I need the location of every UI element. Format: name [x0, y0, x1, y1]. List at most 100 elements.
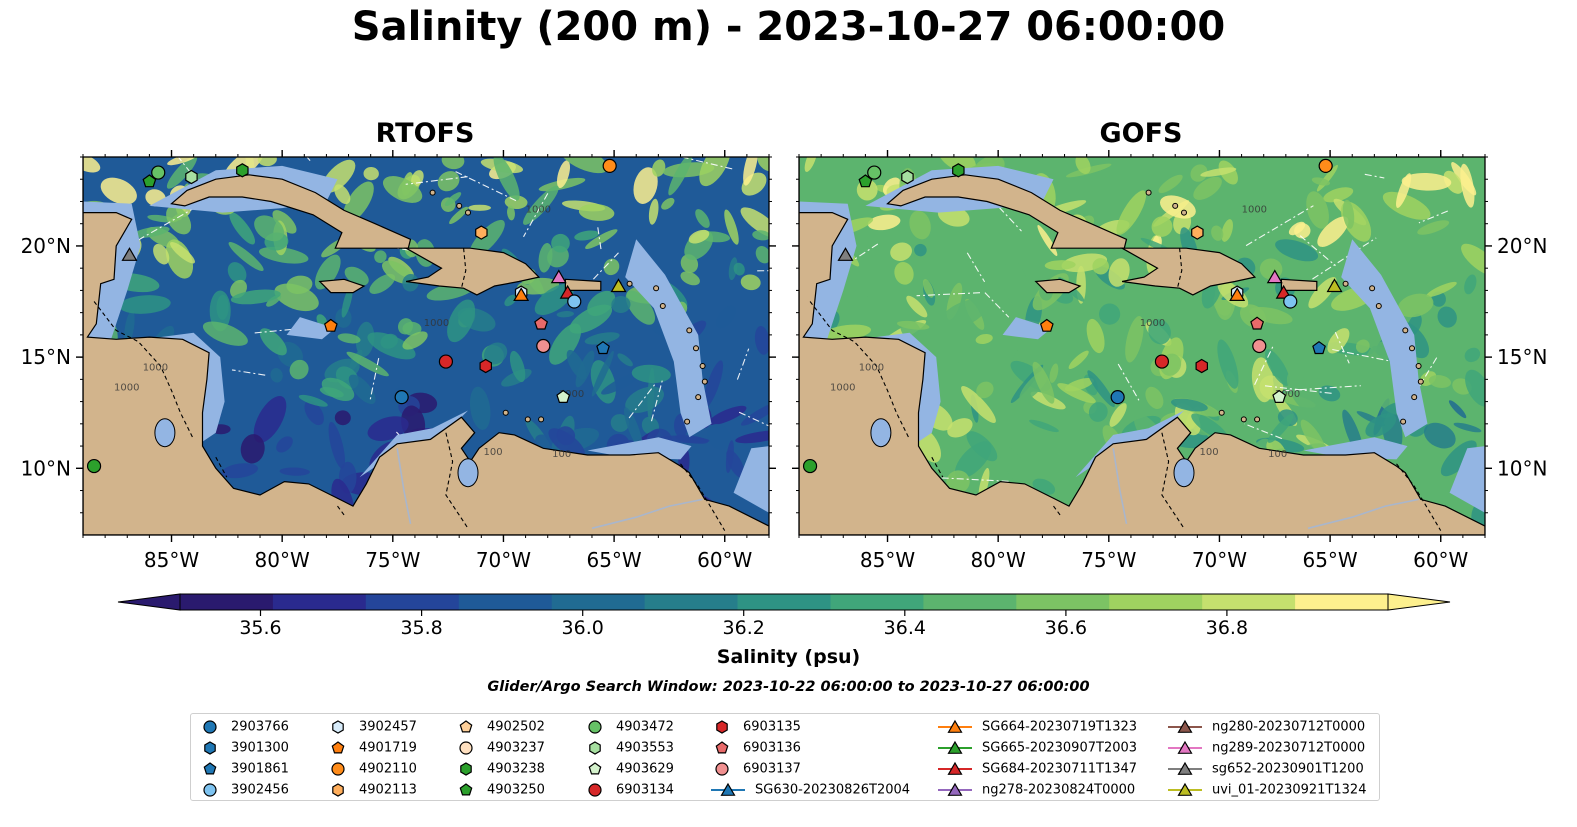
- salinity-patch: [355, 321, 375, 357]
- salinity-patch: [1068, 350, 1089, 370]
- panel-title-gofs: GOFS: [1099, 118, 1183, 149]
- eez-boundary: [369, 357, 380, 402]
- lake: [1173, 458, 1195, 488]
- legend-item: 3901861: [199, 760, 289, 778]
- country-border: [1053, 505, 1061, 516]
- legend-item: ng278-20230824T0000: [938, 781, 1135, 799]
- legend-marker: [588, 720, 602, 734]
- legend-marker: [711, 782, 745, 796]
- lon-tick-label: 65°W: [586, 548, 641, 572]
- shelf-region: [587, 437, 692, 460]
- observation-marker: [323, 318, 338, 332]
- salinity-patch: [1221, 219, 1233, 242]
- legend-symbol: [588, 783, 602, 797]
- salinity-patch: [909, 210, 931, 240]
- eez-boundary: [306, 157, 311, 161]
- eez-boundary: [966, 252, 986, 283]
- salinity-patch: [1461, 243, 1485, 276]
- salinity-patch: [610, 414, 630, 432]
- salinity-patch: [1397, 293, 1434, 318]
- salinity-patch: [1145, 386, 1164, 409]
- salinity-patch: [906, 295, 928, 318]
- salinity-patch: [1437, 306, 1457, 328]
- observation-marker: [1283, 294, 1298, 309]
- salinity-patch: [549, 323, 582, 365]
- legend-label: 4903238: [487, 761, 545, 777]
- salinity-patch: [441, 157, 465, 170]
- country-border: [1396, 463, 1442, 531]
- lat-tick-label: 10°N: [1497, 456, 1547, 480]
- salinity-patch: [1365, 341, 1390, 372]
- shelf-region: [1341, 239, 1428, 438]
- salinity-patch: [890, 242, 912, 261]
- salinity-patch: [1088, 402, 1108, 422]
- salinity-patch: [100, 177, 137, 205]
- salinity-patch: [566, 349, 587, 380]
- eez-boundary: [1262, 385, 1332, 394]
- salinity-patch: [804, 157, 817, 172]
- legend-item: ng280-20230712T0000: [1168, 718, 1365, 736]
- salinity-patch: [504, 195, 528, 210]
- contour-label: 1000: [859, 363, 884, 374]
- observation-marker: [1318, 158, 1333, 173]
- colorbar-segment: [923, 594, 1017, 610]
- island: [659, 303, 666, 309]
- island: [1145, 189, 1152, 196]
- lon-tick-label: 75°W: [365, 548, 420, 572]
- salinity-patch: [688, 229, 710, 244]
- salinity-patch: [258, 246, 309, 264]
- map-panel-gofs: 1000 1000 1000 1000 100 100 1000: [799, 157, 1485, 535]
- legend-marker: [715, 762, 729, 776]
- salinity-patch: [569, 304, 613, 334]
- legend-marker: [1168, 782, 1202, 796]
- salinity-patch: [1098, 303, 1121, 325]
- legend-label: 4902502: [487, 719, 545, 735]
- island: [502, 409, 509, 416]
- island: [684, 418, 691, 425]
- legend-item: SG684-20230711T1347: [938, 760, 1137, 778]
- country-border: [445, 432, 469, 529]
- legend-label: 4903250: [487, 782, 545, 798]
- salinity-patch: [1148, 319, 1171, 345]
- salinity-patch: [1286, 371, 1320, 416]
- salinity-patch: [706, 423, 731, 450]
- salinity-patch: [966, 431, 998, 462]
- observation-marker: [236, 163, 249, 178]
- observation-marker: [151, 165, 166, 180]
- salinity-patch: [551, 233, 570, 253]
- island: [456, 202, 463, 209]
- colorbar-frame: [179, 593, 1389, 611]
- legend-symbol: [460, 762, 472, 776]
- island: [686, 327, 693, 334]
- eez-boundary: [1418, 210, 1449, 224]
- observation-marker: [185, 169, 198, 185]
- legend-item: 4903237: [455, 739, 545, 757]
- salinity-patch: [1464, 274, 1477, 295]
- land-mass: [83, 157, 769, 535]
- salinity-patch: [752, 230, 769, 241]
- lon-tick-label: 70°W: [1192, 548, 1247, 572]
- salinity-patch: [363, 166, 379, 181]
- lon-tick-label: 60°W: [697, 548, 752, 572]
- salinity-patch: [153, 243, 170, 265]
- island: [538, 416, 545, 423]
- legend-symbol: [203, 720, 217, 734]
- country-border: [337, 505, 345, 516]
- salinity-patch: [257, 157, 277, 167]
- colorbar-segment: [551, 594, 646, 610]
- salinity-patch: [444, 192, 462, 207]
- island: [695, 394, 702, 401]
- legend-marker: [203, 762, 217, 775]
- salinity-patch: [648, 198, 659, 225]
- salinity-patch: [493, 157, 520, 201]
- observation-marker: [1229, 287, 1246, 301]
- legend-item: 3902457: [327, 718, 417, 736]
- legend-marker: [332, 783, 344, 797]
- legend-symbol: [1177, 761, 1193, 775]
- contour-label: 1000: [526, 205, 551, 216]
- salinity-patch: [725, 440, 734, 473]
- legend-marker: [938, 782, 972, 796]
- salinity-patch: [1151, 216, 1173, 237]
- salinity-patch: [757, 157, 769, 172]
- legend-label: SG665-20230907T2003: [982, 740, 1138, 756]
